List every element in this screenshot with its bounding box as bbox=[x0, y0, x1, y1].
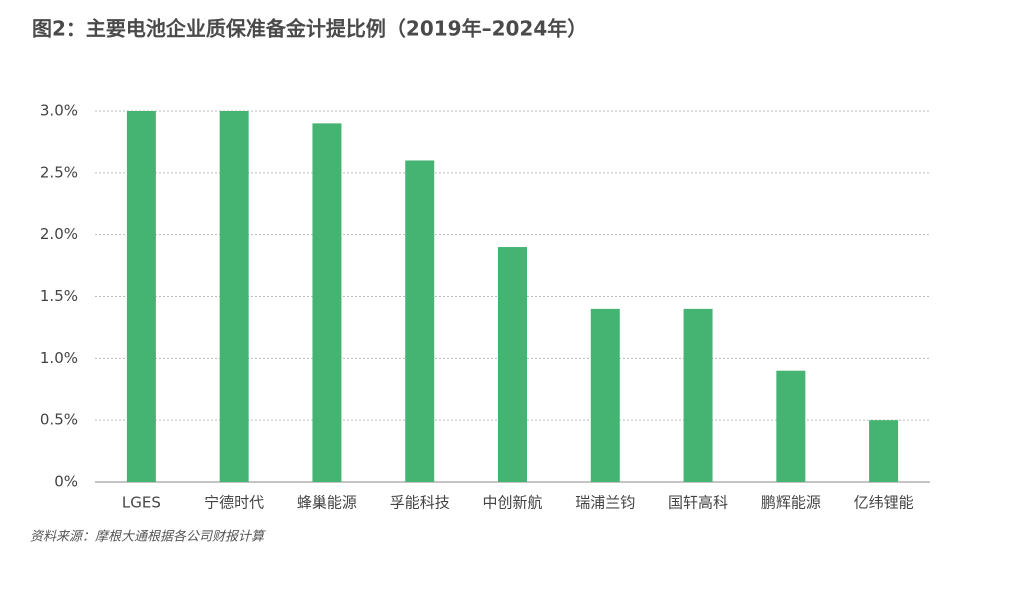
x-tick-label: 中创新航 bbox=[482, 494, 542, 512]
bar bbox=[405, 160, 435, 482]
y-tick-label: 2.5% bbox=[40, 163, 78, 181]
y-tick-label: 0.5% bbox=[40, 411, 78, 429]
x-tick-label: 鹏辉能源 bbox=[761, 494, 821, 512]
bar bbox=[683, 308, 713, 482]
y-tick-label: 0% bbox=[54, 473, 78, 491]
y-tick-label: 3.0% bbox=[40, 102, 78, 120]
source-note: 资料来源：摩根大通根据各公司财报计算 bbox=[30, 529, 266, 545]
bar bbox=[312, 123, 342, 482]
bar bbox=[776, 370, 806, 482]
x-tick-label: 孚能科技 bbox=[390, 494, 450, 512]
x-tick-label: LGES bbox=[122, 494, 161, 512]
chart-title: 图2：主要电池企业质保准备金计提比例（2019年–2024年） bbox=[32, 17, 587, 41]
x-tick-label: 国轩高科 bbox=[668, 494, 728, 512]
x-tick-label: 宁德时代 bbox=[204, 494, 264, 512]
x-tick-label: 蜂巢能源 bbox=[297, 494, 357, 512]
bar bbox=[126, 111, 156, 482]
y-tick-label: 1.0% bbox=[40, 349, 78, 367]
x-tick-label: 瑞浦兰钧 bbox=[575, 494, 635, 512]
x-tick-label: 亿纬锂能 bbox=[854, 494, 914, 512]
y-tick-label: 2.0% bbox=[40, 225, 78, 243]
bar bbox=[498, 247, 527, 482]
bar bbox=[869, 420, 899, 482]
bar bbox=[590, 308, 620, 482]
y-tick-label: 1.5% bbox=[40, 287, 78, 305]
bar bbox=[219, 111, 249, 482]
